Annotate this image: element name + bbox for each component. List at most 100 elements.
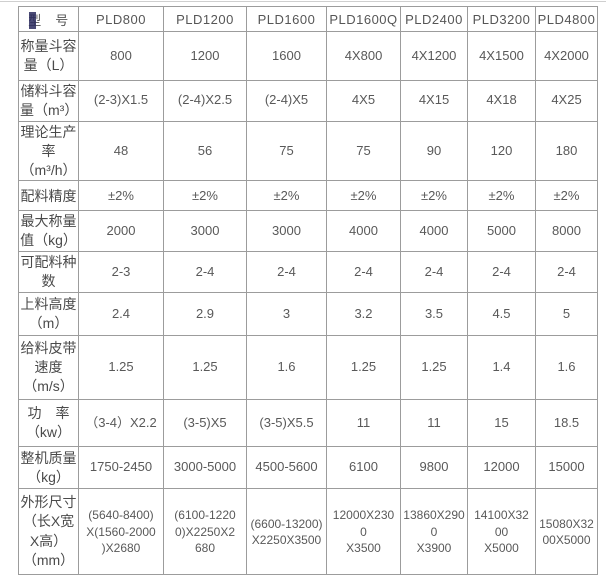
value-cell: 4X25 xyxy=(535,80,598,122)
value-cell: 56 xyxy=(163,120,247,182)
table-row: 整机质量 （kg） 1750-2450 3000-5000 4500-5600 6100… xyxy=(18,446,598,490)
value-cell: 3000 xyxy=(163,210,247,253)
value-cell: 4X5 xyxy=(326,80,401,122)
value-cell: 4500-5600 xyxy=(246,446,327,490)
value-cell: 2-4 xyxy=(163,251,247,294)
value-cell: (2-3)X1.5 xyxy=(78,80,164,122)
row-label-cell: 最大称量 值（kg） xyxy=(18,210,79,253)
value-cell: 3000 xyxy=(246,210,327,253)
value-cell: 5 xyxy=(535,292,598,337)
value-cell: 3 xyxy=(246,292,327,337)
header-cell: PLD1600 xyxy=(246,6,327,32)
value-cell: 3.5 xyxy=(400,292,468,337)
value-cell: 1750-2450 xyxy=(78,446,164,490)
header-cell: PLD1200 xyxy=(163,6,247,32)
value-cell: ±2% xyxy=(326,180,401,212)
value-cell: 11 xyxy=(400,399,468,448)
value-cell: 11 xyxy=(326,399,401,448)
model-header-cell: 型 号 xyxy=(18,6,79,32)
table-row: 可配料种 数 2-3 2-4 2-4 2-4 2-4 2-4 2-4 xyxy=(18,251,598,294)
value-cell: 4000 xyxy=(400,210,468,253)
value-cell: 4000 xyxy=(326,210,401,253)
value-cell: ±2% xyxy=(246,180,327,212)
table-row: 给料皮带 速度 （m/s） 1.25 1.25 1.6 1.25 1.25 1.4 1.6 xyxy=(18,335,598,401)
value-cell: 2-4 xyxy=(326,251,401,294)
table-row: 理论生产 率（m³/h） 48 56 75 75 90 120 180 xyxy=(18,120,598,182)
text-cursor-artifact xyxy=(29,12,36,29)
value-cell: 18.5 xyxy=(535,399,598,448)
row-label-cell: 给料皮带 速度 （m/s） xyxy=(18,335,79,401)
table-row: 最大称量 值（kg） 2000 3000 3000 4000 4000 5000 8000 xyxy=(18,210,598,253)
value-cell: 12000X230 0 X3500 xyxy=(326,488,401,575)
value-cell: 15000 xyxy=(535,446,598,490)
value-cell: 2.9 xyxy=(163,292,247,337)
table-row: 功 率 （kw） （3-4）X2.2 (3-5)X5 (3-5)X5.5 11 11 15 1… xyxy=(18,399,598,448)
value-cell: 1.6 xyxy=(535,335,598,401)
spec-table: 型 号 PLD800 PLD1200 PLD1600 PLD1600Q PLD2400 PL… xyxy=(18,6,598,575)
value-cell: (2-4)X2.5 xyxy=(163,80,247,122)
value-cell: 14100X32 00 X5000 xyxy=(467,488,536,575)
value-cell: 4.5 xyxy=(467,292,536,337)
value-cell: (6100-1220 0)X2250X2 680 xyxy=(163,488,247,575)
value-cell: 4X18 xyxy=(467,80,536,122)
value-cell: （3-4）X2.2 xyxy=(78,399,164,448)
row-label-cell: 外形尺寸 （长X宽 X高） （mm） xyxy=(18,488,79,575)
value-cell: 2-4 xyxy=(467,251,536,294)
row-label-cell: 理论生产 率（m³/h） xyxy=(18,120,79,182)
value-cell: 4X800 xyxy=(326,31,401,81)
value-cell: (3-5)X5 xyxy=(163,399,247,448)
value-cell: 4X2000 xyxy=(535,31,598,81)
row-label-cell: 上料高度 （m） xyxy=(18,292,79,337)
value-cell: 5000 xyxy=(467,210,536,253)
value-cell: ±2% xyxy=(400,180,468,212)
value-cell: 6100 xyxy=(326,446,401,490)
header-cell: PLD1600Q xyxy=(326,6,401,32)
value-cell: 1.25 xyxy=(163,335,247,401)
header-row: 型 号 PLD800 PLD1200 PLD1600 PLD1600Q PLD2400 PL… xyxy=(18,6,598,32)
row-label-cell: 整机质量 （kg） xyxy=(18,446,79,490)
value-cell: 120 xyxy=(467,120,536,182)
value-cell: 1.25 xyxy=(78,335,164,401)
header-cell: PLD800 xyxy=(78,6,164,32)
value-cell: 800 xyxy=(78,31,164,81)
value-cell: 90 xyxy=(400,120,468,182)
value-cell: 1.25 xyxy=(400,335,468,401)
value-cell: 4X1500 xyxy=(467,31,536,81)
value-cell: 2000 xyxy=(78,210,164,253)
row-label-cell: 可配料种 数 xyxy=(18,251,79,294)
value-cell: 48 xyxy=(78,120,164,182)
value-cell: 13860X290 0 X3900 xyxy=(400,488,468,575)
row-label-cell: 称量斗容 量（L） xyxy=(18,31,79,81)
value-cell: 1.4 xyxy=(467,335,536,401)
table-row: 储料斗容 量（m³） (2-3)X1.5 (2-4)X2.5 (2-4)X5 4X5 4X… xyxy=(18,80,598,122)
value-cell: 180 xyxy=(535,120,598,182)
header-cell: PLD4800 xyxy=(535,6,598,32)
value-cell: 12000 xyxy=(467,446,536,490)
value-cell: ±2% xyxy=(535,180,598,212)
value-cell: 75 xyxy=(326,120,401,182)
value-cell: 15 xyxy=(467,399,536,448)
value-cell: ±2% xyxy=(467,180,536,212)
value-cell: 1600 xyxy=(246,31,327,81)
value-cell: 3000-5000 xyxy=(163,446,247,490)
value-cell: 2-4 xyxy=(400,251,468,294)
value-cell: ±2% xyxy=(163,180,247,212)
value-cell: 3.2 xyxy=(326,292,401,337)
value-cell: (2-4)X5 xyxy=(246,80,327,122)
value-cell: 1.6 xyxy=(246,335,327,401)
value-cell: 9800 xyxy=(400,446,468,490)
table-row: 称量斗容 量（L） 800 1200 1600 4X800 4X1200 4X1500 4X2… xyxy=(18,31,598,81)
value-cell: 2-4 xyxy=(246,251,327,294)
value-cell: 75 xyxy=(246,120,327,182)
row-label-cell: 储料斗容 量（m³） xyxy=(18,80,79,122)
header-cell: PLD3200 xyxy=(467,6,536,32)
value-cell: 1.25 xyxy=(326,335,401,401)
row-label-cell: 配料精度 xyxy=(18,180,79,212)
table-row: 外形尺寸 （长X宽 X高） （mm） (5640-8400) X(1560-200… xyxy=(18,488,598,575)
value-cell: (5640-8400) X(1560-2000 )X2680 xyxy=(78,488,164,575)
top-divider-line xyxy=(0,1,606,2)
table-row: 上料高度 （m） 2.4 2.9 3 3.2 3.5 4.5 5 xyxy=(18,292,598,337)
value-cell: 4X1200 xyxy=(400,31,468,81)
value-cell: (3-5)X5.5 xyxy=(246,399,327,448)
value-cell: 4X15 xyxy=(400,80,468,122)
